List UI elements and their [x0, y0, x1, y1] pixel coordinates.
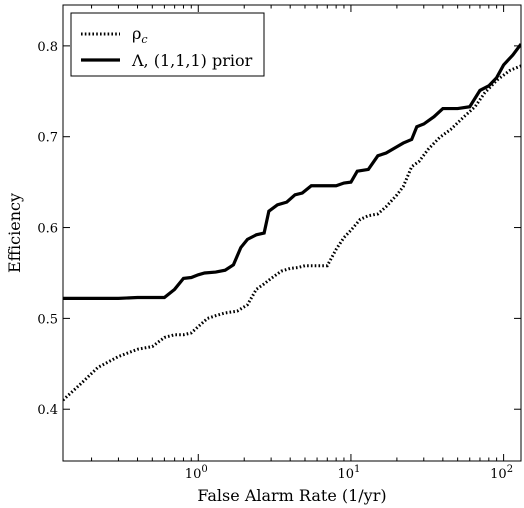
legend-box — [70, 12, 265, 77]
legend-label-lambda: Λ, (1,1,1) prior — [131, 51, 253, 70]
y-axis-label: Efficiency — [5, 193, 24, 273]
y-tick-label: 0.8 — [37, 40, 58, 55]
series-line-lambda — [63, 43, 521, 300]
series-lines — [63, 43, 521, 402]
x-axis-label: False Alarm Rate (1/yr) — [197, 486, 386, 505]
x-tick-label: 101 — [337, 464, 360, 482]
tick-labels: 100 101 102 0.4 0.5 0.6 0.7 0.8 — [37, 40, 513, 482]
legend-label-rho-subscript: c — [141, 33, 147, 46]
legend: ρc Λ, (1,1,1) prior — [70, 12, 265, 77]
axis-ticks — [63, 5, 521, 461]
legend-label-rho: ρ — [132, 24, 141, 43]
y-tick-label: 0.4 — [37, 403, 58, 418]
legend-label-rho-c: ρc — [132, 24, 148, 46]
x-tick-label: 102 — [490, 464, 513, 482]
series-line-rho-c — [63, 64, 521, 402]
y-tick-label: 0.5 — [37, 312, 58, 327]
y-tick-label: 0.6 — [37, 222, 58, 237]
y-tick-label: 0.7 — [37, 131, 58, 146]
x-tick-label: 100 — [185, 464, 208, 482]
plot-frame — [62, 4, 522, 462]
